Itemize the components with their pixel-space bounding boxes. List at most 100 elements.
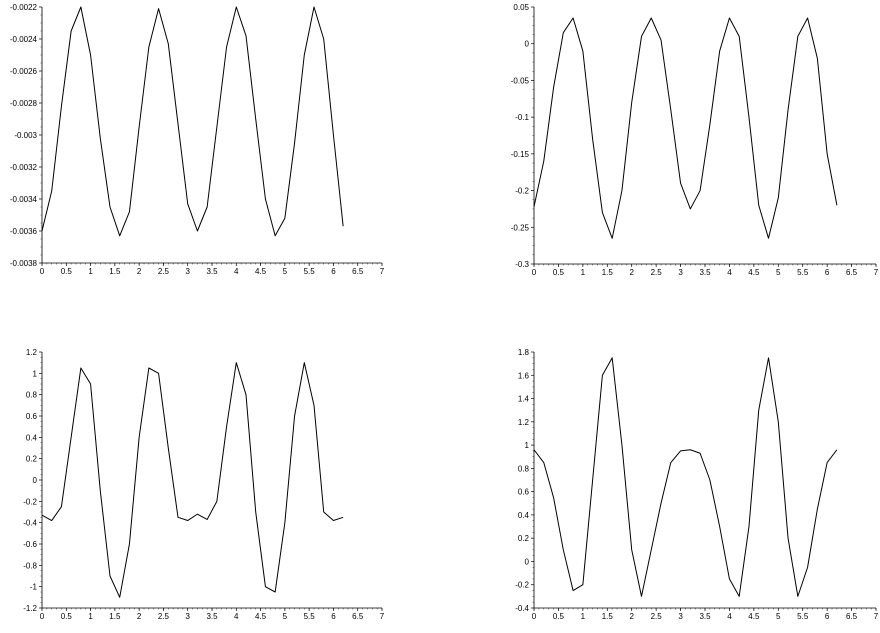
x-tick-label: 3 <box>678 268 683 277</box>
x-tick-label: 4.5 <box>255 267 267 276</box>
y-tick-label: -0.4 <box>23 519 37 528</box>
y-tick-label: -0.0032 <box>10 163 38 172</box>
x-tick-label: 5.5 <box>797 612 809 621</box>
x-tick-label: 3.5 <box>699 268 711 277</box>
y-tick-label: -0.25 <box>511 223 530 232</box>
plot-2: 0 0.5 1 1.5 2 2.5 3 3.5 4 4.5 5 5.5 6 6.5 7 -0.3 -0.25 -0… <box>511 3 879 277</box>
plot-1: 0 0.5 1 1.5 2 2.5 3 3.5 4 4.5 5 5.5 6 6.5 7 -0.0038 -0.0… <box>10 3 385 276</box>
y-tick-label: -0.0028 <box>10 99 38 108</box>
x-tick-label: 3 <box>185 267 190 276</box>
x-tick-label: 0 <box>532 268 537 277</box>
y-tick-label: 0 <box>525 40 530 49</box>
y-tick-label: -0.2 <box>515 187 529 196</box>
x-tick-label: 6.5 <box>846 612 858 621</box>
y-tick-label: -0.1 <box>515 113 529 122</box>
y-tick-label: -0.2 <box>23 497 37 506</box>
y-tick-label: 1.2 <box>26 348 38 357</box>
plot-3: 0 0.5 1 1.5 2 2.5 3 3.5 4 4.5 5 5.5 6 6.5 7 -1.2 -1 -0.8 -… <box>23 348 385 621</box>
y-tick-label: 0.4 <box>26 433 38 442</box>
x-tick-label: 2.5 <box>651 268 663 277</box>
x-tick-label: 6 <box>331 612 336 621</box>
y-tick-label: -1.2 <box>23 604 37 613</box>
y-tick-label: -0.0036 <box>10 227 38 236</box>
x-tick-label: 7 <box>380 267 385 276</box>
x-tick-label: 2 <box>629 268 634 277</box>
plot-4: 0 0.5 1 1.5 2 2.5 3 3.5 4 4.5 5 5.5 6 6.5 7 -0.4 -0.2 0 0.… <box>515 348 879 621</box>
x-tick-label: 4 <box>727 612 732 621</box>
y-tick-label: -0.8 <box>23 561 37 570</box>
x-tick-label: 0 <box>40 612 45 621</box>
x-tick-label: 1 <box>88 612 93 621</box>
x-tick-label: 4.5 <box>748 268 760 277</box>
x-tick-label: 1 <box>88 267 93 276</box>
x-tick-label: 4 <box>234 612 239 621</box>
y-tick-label: -0.0022 <box>10 3 38 12</box>
y-tick-label: 0.2 <box>26 455 38 464</box>
y-tick-label: 1.4 <box>518 395 530 404</box>
y-tick-label: -0.0026 <box>10 67 38 76</box>
x-tick-label: 6 <box>825 612 830 621</box>
x-tick-label: 0.5 <box>61 612 73 621</box>
x-tick-label: 1.5 <box>602 612 614 621</box>
x-tick-label: 5 <box>283 612 288 621</box>
x-tick-label: 5.5 <box>797 268 809 277</box>
x-tick-label: 7 <box>380 612 385 621</box>
series-line <box>533 17 838 239</box>
x-tick-label: 6.5 <box>846 268 858 277</box>
y-tick-label: -0.003 <box>14 131 37 140</box>
y-tick-label: 1 <box>525 441 530 450</box>
y-tick-label: -0.2 <box>515 581 529 590</box>
y-tick-label: -0.0024 <box>10 35 38 44</box>
x-tick-label: 2.5 <box>158 612 170 621</box>
x-tick-label: 1.5 <box>602 268 614 277</box>
x-tick-label: 6 <box>825 268 830 277</box>
x-tick-label: 5.5 <box>304 612 316 621</box>
x-tick-label: 2 <box>137 267 142 276</box>
y-tick-label: 0.4 <box>518 511 530 520</box>
x-tick-label: 2 <box>629 612 634 621</box>
x-tick-label: 0 <box>40 267 45 276</box>
x-tick-label: 3 <box>185 612 190 621</box>
series-line <box>41 362 344 598</box>
y-tick-label: 0.2 <box>518 534 530 543</box>
y-tick-label: -0.0034 <box>10 195 38 204</box>
x-tick-label: 3.5 <box>699 612 711 621</box>
y-tick-label: -0.0038 <box>10 259 38 268</box>
y-tick-label: 0.6 <box>26 412 38 421</box>
y-tick-label: 1 <box>33 369 38 378</box>
x-tick-label: 4.5 <box>748 612 760 621</box>
series-line <box>41 6 344 237</box>
x-tick-label: 4 <box>234 267 239 276</box>
x-tick-label: 0.5 <box>553 612 565 621</box>
x-tick-label: 1 <box>581 268 586 277</box>
x-tick-label: 3.5 <box>206 267 218 276</box>
y-tick-label: 0.6 <box>518 488 530 497</box>
y-tick-label: -0.4 <box>515 604 529 613</box>
x-tick-label: 0.5 <box>553 268 565 277</box>
y-tick-label: -0.3 <box>515 260 529 269</box>
x-tick-label: 6 <box>331 267 336 276</box>
x-tick-label: 5 <box>283 267 288 276</box>
x-tick-label: 4 <box>727 268 732 277</box>
y-tick-label: -1 <box>30 583 38 592</box>
x-tick-label: 5 <box>776 268 781 277</box>
y-tick-label: -0.15 <box>511 150 530 159</box>
x-tick-label: 1.5 <box>109 267 121 276</box>
x-tick-label: 5 <box>776 612 781 621</box>
x-tick-label: 1.5 <box>109 612 121 621</box>
y-tick-label: 0.05 <box>513 3 529 12</box>
y-tick-label: 1.6 <box>518 371 530 380</box>
x-tick-label: 2 <box>137 612 142 621</box>
x-tick-label: 6.5 <box>352 267 364 276</box>
y-tick-label: 1.8 <box>518 348 530 357</box>
x-tick-label: 5.5 <box>304 267 316 276</box>
y-tick-label: -0.6 <box>23 540 37 549</box>
y-tick-label: 0 <box>33 476 38 485</box>
y-tick-label: -0.05 <box>511 76 530 85</box>
x-tick-label: 1 <box>581 612 586 621</box>
y-tick-label: 1.2 <box>518 418 530 427</box>
x-tick-label: 2.5 <box>158 267 170 276</box>
x-tick-label: 2.5 <box>651 612 663 621</box>
series-line <box>533 357 838 597</box>
